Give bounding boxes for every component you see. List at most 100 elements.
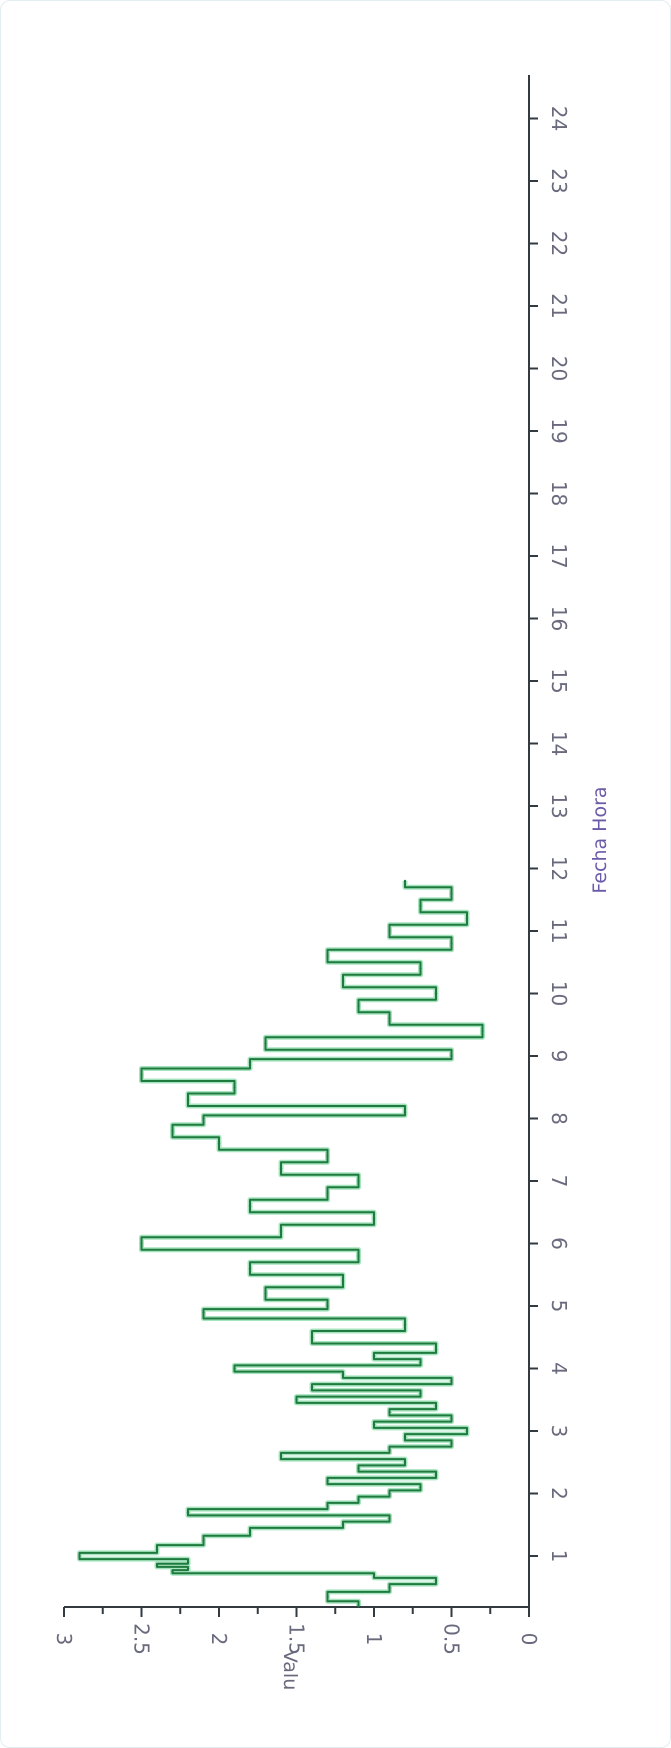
y-tick-label: 1 (362, 1633, 386, 1646)
data-point (372, 1423, 376, 1426)
data-point (450, 1417, 453, 1420)
data-point (372, 1573, 376, 1576)
data-point (248, 1061, 252, 1064)
data-point (341, 979, 345, 983)
data-point (388, 929, 391, 933)
y-tick-label: 0 (517, 1633, 541, 1646)
data-point (388, 1517, 391, 1520)
data-point (341, 1279, 345, 1283)
data-point (434, 1404, 438, 1408)
x-tick-label: 23 (547, 168, 571, 193)
data-point (341, 1523, 345, 1526)
data-point (419, 1486, 422, 1489)
data-point (357, 1254, 360, 1258)
data-point (202, 1539, 205, 1542)
y-tick-label: 3 (52, 1633, 76, 1646)
x-tick-label: 17 (547, 543, 571, 568)
data-point (419, 1361, 422, 1364)
data-point (434, 1348, 438, 1351)
data-point (388, 1411, 391, 1414)
data-point (202, 1311, 205, 1314)
data-point (248, 1267, 252, 1270)
x-tick-label: 7 (547, 1175, 571, 1188)
data-point (450, 892, 453, 895)
data-point (140, 1073, 143, 1076)
data-point (155, 1564, 159, 1567)
chart-labels: 1234567891011121314151617181920212223240… (52, 106, 611, 1690)
data-point (341, 1373, 345, 1376)
data-point (186, 1511, 190, 1514)
data-point (186, 1561, 190, 1564)
x-tick-label: 5 (547, 1300, 571, 1313)
data-point (326, 1504, 329, 1508)
series-line-halo (77, 881, 485, 1606)
x-tick-label: 8 (547, 1112, 571, 1125)
data-point (326, 1154, 329, 1158)
x-tick-label: 10 (547, 981, 571, 1006)
data-point (434, 992, 438, 995)
data-point (202, 1117, 205, 1120)
x-tick-label: 4 (547, 1362, 571, 1375)
data-point (326, 1595, 329, 1598)
x-tick-label: 15 (547, 668, 571, 693)
data-point (279, 1167, 283, 1170)
data-point (186, 1098, 190, 1101)
data-point (403, 1323, 407, 1326)
data-point (264, 1042, 267, 1045)
x-tick-label: 16 (547, 606, 571, 631)
data-point (357, 1004, 360, 1008)
x-tick-label: 13 (547, 793, 571, 818)
data-point (155, 1548, 159, 1551)
x-tick-label: 14 (547, 731, 571, 756)
x-tick-label: 21 (547, 293, 571, 318)
data-point (310, 1386, 314, 1389)
data-point (419, 904, 422, 908)
data-point (248, 1204, 252, 1208)
data-point (403, 1461, 407, 1464)
data-point (372, 1354, 376, 1358)
data-point (481, 1029, 484, 1033)
x-axis-title: Fecha Hora (589, 786, 611, 893)
data-point (465, 917, 469, 920)
x-tick-label: 20 (547, 356, 571, 381)
data-point (357, 1498, 360, 1501)
y-tick-label: 1.5 (285, 1623, 309, 1655)
data-point (171, 1570, 174, 1573)
y-tick-label: 2 (207, 1633, 231, 1646)
data-point (171, 1129, 174, 1133)
y-tick-label: 2.5 (130, 1623, 154, 1655)
data-point (326, 1479, 329, 1483)
x-tick-label: 11 (547, 918, 571, 943)
x-tick-label: 18 (547, 481, 571, 506)
data-point (388, 1586, 391, 1589)
data-point (326, 954, 329, 958)
y-tick-label: 0.5 (440, 1623, 464, 1655)
data-point (434, 1473, 438, 1476)
data-point (357, 1604, 360, 1608)
x-tick-label: 19 (547, 418, 571, 443)
data-point (388, 1492, 391, 1495)
data-point (186, 1567, 190, 1570)
data-point (450, 942, 453, 945)
y-axis-title: Valu (279, 1650, 301, 1691)
data-point (388, 1017, 391, 1020)
data-point (403, 1111, 407, 1114)
x-tick-label: 22 (547, 231, 571, 256)
x-tick-label: 3 (547, 1425, 571, 1438)
data-point (403, 1436, 407, 1439)
data-point (279, 1229, 283, 1233)
data-point (326, 1192, 329, 1195)
data-point (388, 1448, 391, 1451)
data-point (450, 1054, 453, 1058)
data-point (450, 1442, 453, 1445)
data-point (465, 1429, 469, 1433)
data-point (233, 1086, 236, 1089)
data-point (233, 1367, 236, 1370)
data-point (419, 967, 422, 970)
data-point (357, 1179, 360, 1183)
data-point (419, 1392, 422, 1395)
data-point (434, 1579, 438, 1583)
data-point (372, 1217, 376, 1220)
data-point (78, 1554, 81, 1558)
